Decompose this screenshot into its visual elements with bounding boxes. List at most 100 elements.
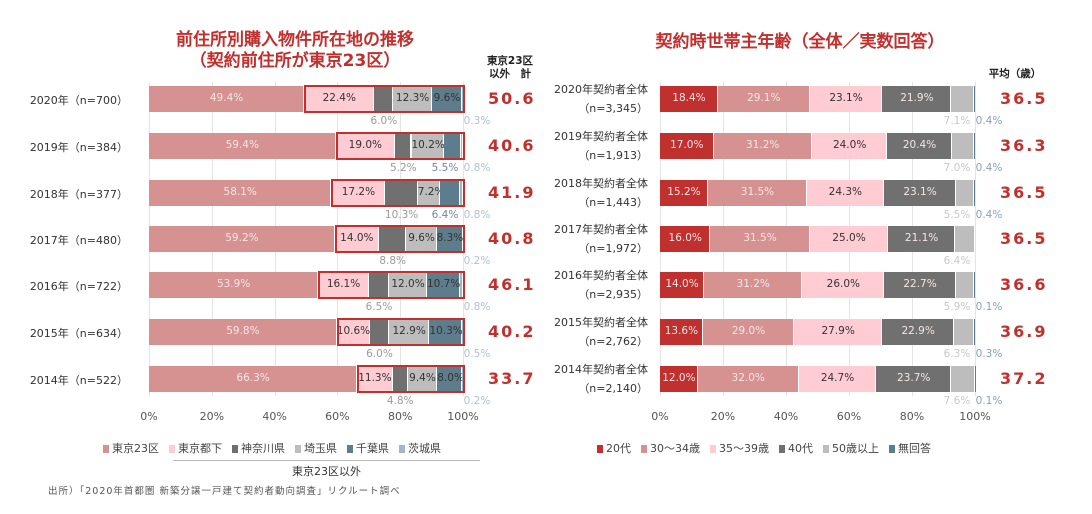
data-label: 12.0% [391, 278, 425, 290]
data-label: 66.3% [236, 372, 270, 384]
bar-segment [406, 226, 436, 252]
data-label: 0.4% [975, 115, 1003, 127]
data-label: 24.7% [820, 372, 855, 384]
data-label: 14.0% [340, 232, 374, 244]
bar-segment [368, 272, 389, 298]
bar-segment [393, 86, 431, 112]
bar-segment [704, 272, 802, 298]
data-label: 16.0% [668, 232, 702, 244]
data-label: 6.3% [943, 348, 971, 360]
data-label: 31.2% [746, 139, 780, 151]
total-value: 36.9 [1000, 322, 1048, 341]
legend-label: 神奈川県 [241, 442, 285, 455]
x-tick-label: 40% [262, 410, 287, 423]
data-label: 15.2% [667, 186, 701, 198]
data-label: 0.4% [975, 209, 1003, 221]
bar-segment [462, 226, 464, 252]
row-label: 2014年（n=522） [29, 374, 128, 387]
data-label: 9.6% [433, 92, 461, 104]
bar-segment [357, 366, 392, 392]
row-label: 2018年契約者全体 [554, 177, 648, 190]
legend-swatch [710, 445, 716, 453]
bar-segment [436, 226, 462, 252]
data-label: 7.1% [943, 115, 971, 127]
x-tick-label: 60% [836, 410, 862, 423]
row-label: 2019年契約者全体 [554, 130, 648, 143]
data-label: 0.2% [463, 395, 491, 407]
bar-segment [660, 319, 702, 345]
row-label: （n=2,935） [578, 288, 648, 301]
data-label: 31.2% [736, 278, 770, 290]
legend-label: 茨城県 [408, 442, 441, 455]
data-label: 7.6% [943, 395, 971, 407]
data-label: 26.0% [826, 278, 860, 290]
bar-segment [440, 180, 460, 206]
data-label: 11.3% [358, 372, 392, 384]
data-label: 14.0% [665, 278, 699, 290]
bar-segment [951, 366, 974, 392]
bar-segment [707, 180, 807, 206]
legend-label: 50歳以上 [832, 442, 879, 455]
bar-segment [974, 319, 975, 345]
bar-segment [660, 86, 717, 112]
legend-item: 茨城県 [399, 440, 441, 456]
bar-segment [370, 319, 388, 345]
bar-segment [392, 366, 407, 392]
bar-segment [660, 272, 704, 298]
non-23ku-highlight-box [318, 271, 465, 299]
right-chart-title: 契約時世帯主年齢（全体／実数回答） [655, 32, 945, 52]
bar-segment [149, 133, 335, 159]
legend-item: 35～39歳 [710, 440, 769, 456]
legend-swatch [347, 445, 353, 453]
data-label: 27.9% [821, 325, 855, 337]
data-label: 12.9% [392, 325, 426, 337]
legend-label: 30～34歳 [650, 442, 700, 455]
data-label: 20.4% [902, 139, 937, 151]
legend-swatch [399, 445, 405, 453]
data-label: 8.0% [437, 372, 464, 384]
legend-swatch [641, 445, 647, 453]
data-label: 0.3% [975, 348, 1003, 360]
bar-segment [462, 86, 463, 112]
bar-segment [304, 86, 374, 112]
legend-swatch [103, 445, 109, 453]
legend-label: 40代 [788, 442, 813, 455]
legend-swatch [823, 445, 829, 453]
bar-segment [378, 226, 406, 252]
bar-segment [802, 272, 884, 298]
bar-segment [882, 319, 954, 345]
bar-segment [951, 86, 973, 112]
data-label: 22.9% [901, 325, 935, 337]
bar-segment [954, 319, 974, 345]
bar-segment [887, 133, 951, 159]
x-tick-label: 0% [651, 410, 669, 423]
bar-segment [713, 133, 811, 159]
total-value: 36.5 [1000, 89, 1048, 108]
data-label: 0.4% [975, 162, 1003, 174]
row-label: 2016年契約者全体 [554, 269, 648, 282]
legend-label: 東京23区 [112, 442, 159, 455]
bar-segment [798, 366, 876, 392]
bar-segment [717, 86, 809, 112]
legend-group-label: 東京23区以外 [292, 465, 361, 478]
legend-label: 20代 [606, 442, 631, 455]
bar-segment [461, 319, 463, 345]
x-tick-label: 80% [387, 410, 413, 423]
data-label: 12.3% [395, 92, 430, 104]
legend-label: 35～39歳 [719, 442, 769, 455]
data-label: 5.5% [943, 209, 971, 221]
bar-segment [973, 86, 975, 112]
row-label: 2017年契約者全体 [554, 223, 648, 236]
bar-segment [149, 319, 336, 345]
bar-segment [318, 272, 368, 298]
bar-segment [437, 366, 462, 392]
total-value: 46.1 [488, 275, 536, 294]
row-label: （n=3,345） [578, 102, 648, 115]
bar-segment [973, 133, 975, 159]
total-value: 40.6 [488, 136, 536, 155]
total-header-line: 以外 計 [489, 68, 531, 80]
bar-segment [149, 226, 334, 252]
bar-segment [431, 86, 462, 112]
legend-swatch [295, 445, 301, 453]
